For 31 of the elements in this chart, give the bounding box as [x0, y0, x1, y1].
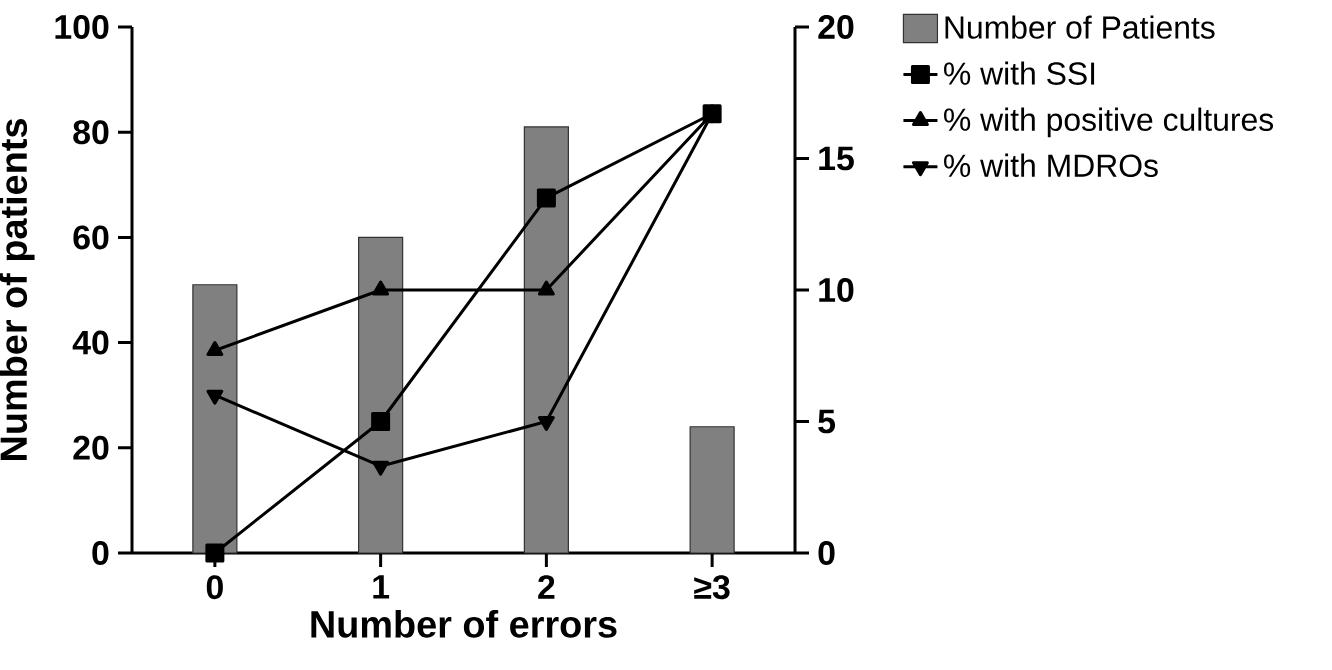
point [371, 412, 391, 431]
bar [192, 284, 238, 554]
y-axis-title: Number of patients [0, 119, 35, 460]
y2-tick-label: 10 [819, 278, 854, 302]
x-tick-label: 1 [373, 575, 390, 599]
y2-tick-label: 20 [818, 15, 854, 39]
y2-tick-label: 15 [819, 146, 854, 171]
legend-label: % with positive cultures [944, 107, 1274, 138]
x-tick-label: 0 [206, 575, 223, 600]
y2-tick-label: 5 [818, 409, 836, 434]
x-tick-label: 2 [538, 575, 555, 599]
y-tick-label: 0 [92, 541, 109, 565]
point [537, 416, 555, 431]
y-tick-label: 40 [72, 330, 109, 355]
point [206, 389, 224, 405]
y-tick-label: 80 [73, 120, 109, 145]
point [205, 543, 225, 563]
x-tick-label: ≥3 [694, 575, 730, 600]
x-axis-title: Number of errors [311, 609, 617, 638]
y-tick-label: 60 [73, 225, 109, 250]
y-tick-label: 100 [55, 15, 109, 39]
legend-label: % with SSI [944, 61, 1095, 85]
y2-tick-label: 0 [818, 541, 835, 565]
y-tick-label: 20 [73, 435, 109, 460]
point [372, 460, 390, 476]
legend-label: Number of Patients [945, 15, 1215, 39]
bar [523, 126, 569, 554]
bar [689, 426, 735, 554]
bar [358, 236, 404, 554]
point [536, 188, 556, 208]
legend-label: % with MDROs [944, 153, 1158, 178]
